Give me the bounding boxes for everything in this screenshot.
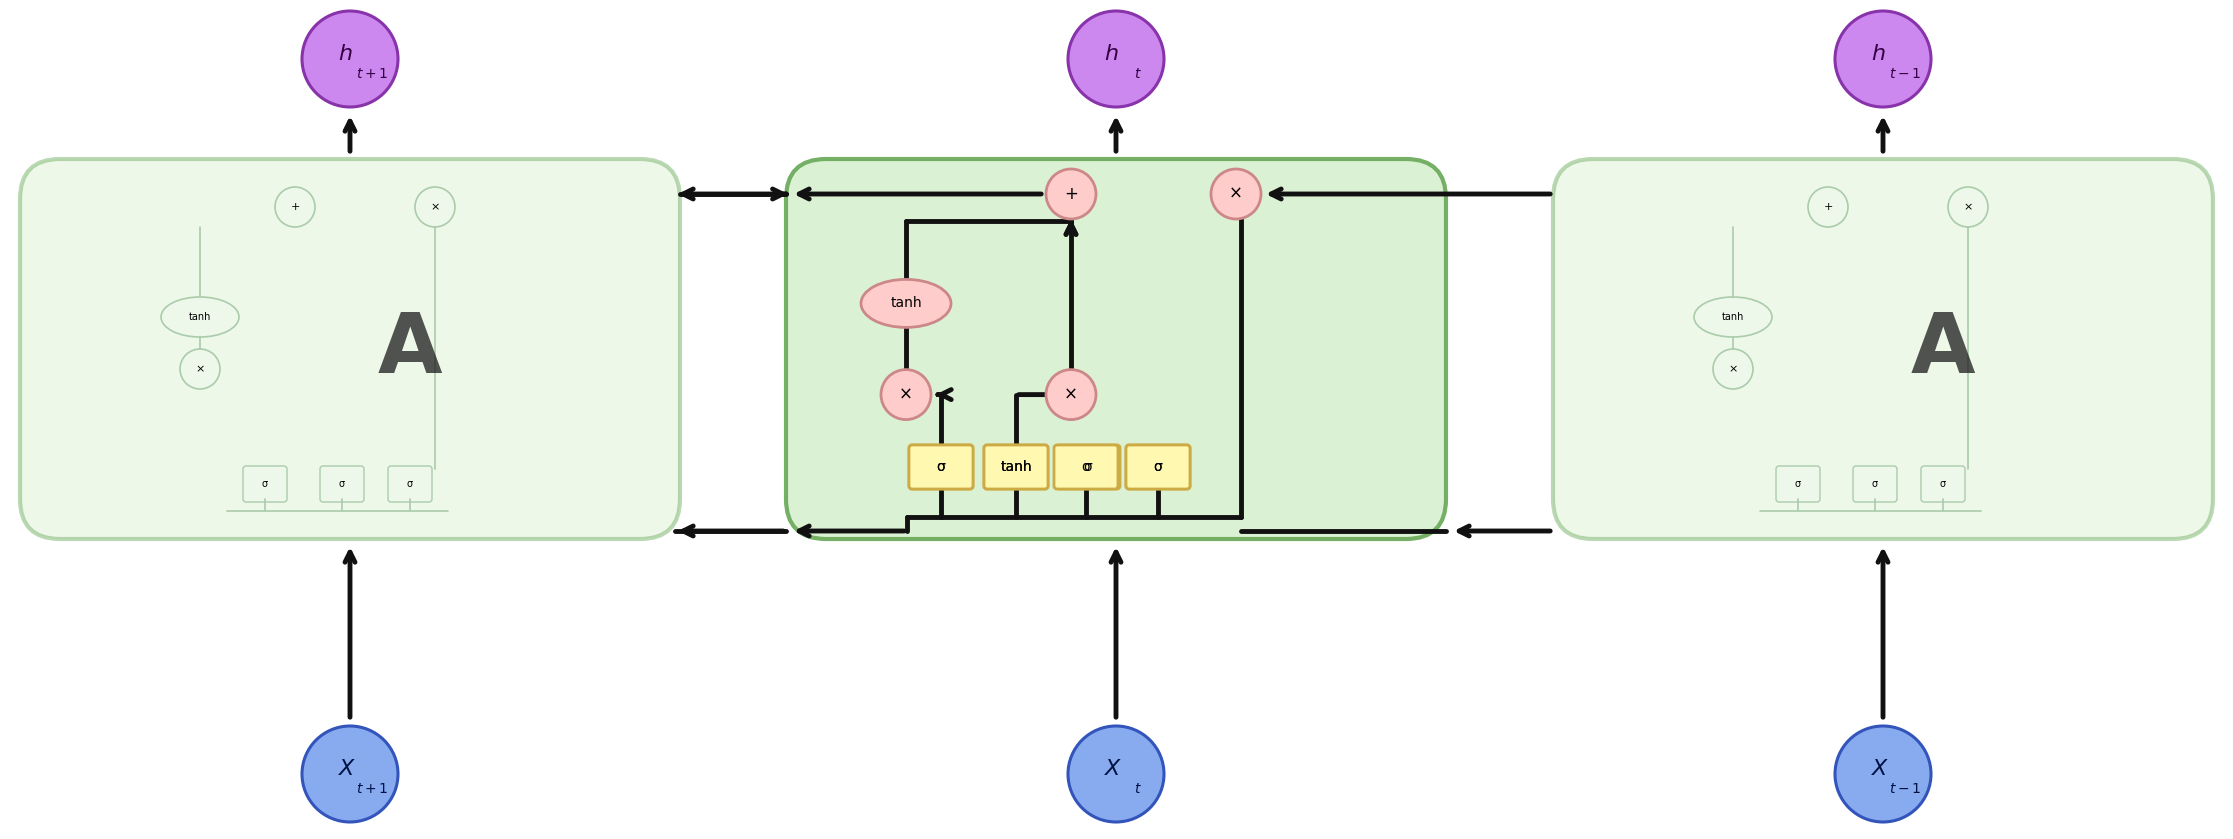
Text: ×: × [1963, 202, 1972, 212]
FancyBboxPatch shape [1056, 445, 1121, 489]
Ellipse shape [1695, 297, 1773, 337]
Text: $\mathit{X}$: $\mathit{X}$ [1871, 759, 1889, 779]
FancyBboxPatch shape [1853, 466, 1898, 502]
Text: $\mathit{X}$: $\mathit{X}$ [1103, 759, 1123, 779]
Circle shape [275, 187, 315, 227]
Text: +: + [1824, 202, 1833, 212]
Text: tanh: tanh [190, 312, 212, 322]
Text: +: + [290, 202, 299, 212]
Text: $\mathit{{t+1}}$: $\mathit{{t+1}}$ [355, 67, 389, 81]
Circle shape [1067, 726, 1163, 822]
FancyBboxPatch shape [319, 466, 364, 502]
Text: σ: σ [936, 460, 945, 474]
Text: $\mathit{h}$: $\mathit{h}$ [1871, 44, 1885, 64]
Text: σ: σ [936, 460, 945, 474]
Text: +: + [1065, 185, 1079, 203]
Text: σ: σ [1871, 479, 1878, 489]
Circle shape [1713, 349, 1753, 389]
Text: σ: σ [1154, 460, 1163, 474]
Text: σ: σ [1154, 460, 1163, 474]
Text: ×: × [431, 202, 440, 212]
Circle shape [415, 187, 456, 227]
Circle shape [1836, 726, 1932, 822]
Ellipse shape [161, 297, 239, 337]
FancyBboxPatch shape [20, 159, 681, 539]
FancyBboxPatch shape [1125, 445, 1190, 489]
Text: A: A [377, 309, 442, 389]
Text: tanh: tanh [1000, 460, 1032, 474]
FancyBboxPatch shape [985, 445, 1047, 489]
Text: $\mathit{{t}}$: $\mathit{{t}}$ [1134, 67, 1141, 81]
Circle shape [1045, 370, 1096, 420]
FancyBboxPatch shape [786, 159, 1447, 539]
Text: tanh: tanh [1722, 312, 1744, 322]
Text: σ: σ [406, 479, 413, 489]
Text: tanh: tanh [891, 296, 922, 310]
Circle shape [1836, 11, 1932, 107]
Text: $\mathit{{t-1}}$: $\mathit{{t-1}}$ [1889, 67, 1920, 81]
FancyBboxPatch shape [1054, 445, 1119, 489]
Text: σ: σ [1081, 460, 1090, 474]
Circle shape [301, 11, 397, 107]
Text: σ: σ [339, 479, 346, 489]
FancyBboxPatch shape [909, 445, 974, 489]
Text: ×: × [1228, 185, 1244, 203]
Circle shape [301, 726, 397, 822]
Text: σ: σ [1795, 479, 1802, 489]
Text: $\mathit{{t}}$: $\mathit{{t}}$ [1134, 782, 1141, 796]
Text: A: A [1911, 309, 1976, 389]
Text: ×: × [1065, 386, 1079, 404]
FancyBboxPatch shape [1920, 466, 1965, 502]
FancyBboxPatch shape [1552, 159, 2213, 539]
FancyBboxPatch shape [389, 466, 431, 502]
Text: $\mathit{X}$: $\mathit{X}$ [337, 759, 357, 779]
FancyBboxPatch shape [1125, 445, 1190, 489]
Ellipse shape [862, 279, 951, 327]
Text: ×: × [900, 386, 913, 404]
Text: σ: σ [261, 479, 268, 489]
Text: ×: × [1728, 364, 1737, 374]
Text: σ: σ [1940, 479, 1947, 489]
Circle shape [1067, 11, 1163, 107]
Text: $\mathit{{t+1}}$: $\mathit{{t+1}}$ [355, 782, 389, 796]
FancyBboxPatch shape [985, 445, 1047, 489]
Circle shape [1045, 169, 1096, 219]
FancyBboxPatch shape [1775, 466, 1820, 502]
FancyBboxPatch shape [909, 445, 974, 489]
FancyBboxPatch shape [243, 466, 288, 502]
Circle shape [882, 370, 931, 420]
Circle shape [1947, 187, 1987, 227]
Circle shape [1809, 187, 1849, 227]
Text: $\mathit{h}$: $\mathit{h}$ [337, 44, 353, 64]
Text: $\mathit{{t-1}}$: $\mathit{{t-1}}$ [1889, 782, 1920, 796]
Text: ×: × [194, 364, 205, 374]
Text: tanh: tanh [1000, 460, 1032, 474]
Circle shape [1210, 169, 1262, 219]
Circle shape [181, 349, 221, 389]
Text: $\mathit{h}$: $\mathit{h}$ [1103, 44, 1119, 64]
Text: σ: σ [1083, 460, 1092, 474]
